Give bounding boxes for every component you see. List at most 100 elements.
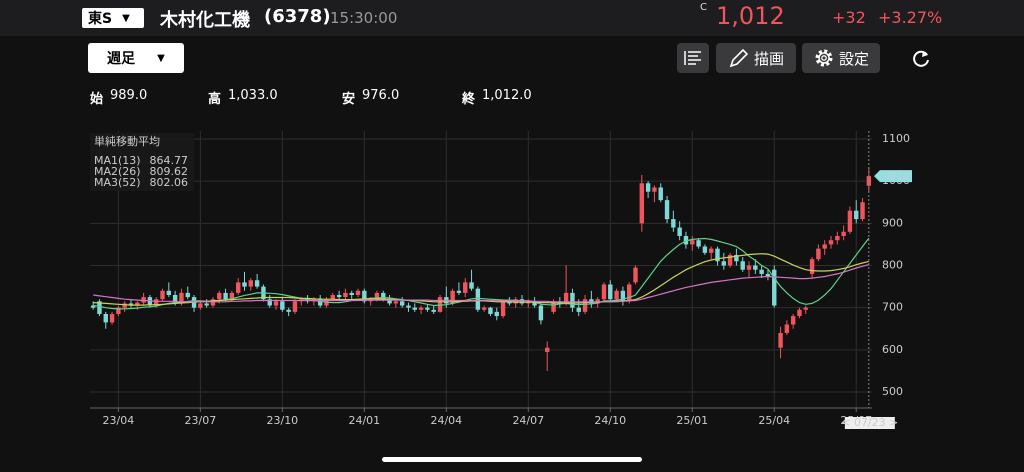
pen-icon [729, 48, 749, 68]
cursor-label: < 07/23 > [841, 416, 898, 429]
header-bar: 東S ▼ 木村化工機 (6378) 15:30:00 C 1,012 +32 +3… [0, 0, 1024, 36]
draw-button[interactable]: 描画 [716, 43, 796, 73]
candle-body [204, 303, 209, 306]
candle-body [381, 292, 386, 300]
ohlc-label: 高 [208, 92, 222, 107]
ma-line [93, 264, 869, 303]
candle-body [280, 301, 285, 310]
ohlc-value: 1,012.0 [482, 88, 532, 103]
candle-body [469, 282, 474, 289]
candle-body [860, 202, 865, 220]
candle-body [671, 219, 676, 228]
candle-body [135, 302, 140, 306]
legend-value: 802.06 [150, 176, 189, 189]
candle-body [128, 303, 134, 306]
candle-body [330, 295, 336, 300]
candle-body [450, 290, 455, 304]
list-icon [684, 51, 701, 65]
period: 週足 [107, 51, 136, 67]
x-tick-label: 25/01 [676, 414, 708, 427]
candle-body [179, 292, 184, 304]
candle-body [185, 292, 190, 298]
candle-body [633, 267, 638, 283]
legend-value: 809.62 [150, 165, 189, 178]
candle-body [576, 307, 581, 312]
candle-body [172, 295, 178, 304]
last-price-tag [874, 170, 912, 183]
candle-body [664, 200, 670, 220]
candle-body [639, 183, 645, 224]
last-price-label: 1012 [882, 169, 910, 182]
candle-body [343, 292, 348, 298]
candle-body [721, 261, 727, 266]
candle-body [154, 299, 159, 306]
home-indicator [382, 457, 642, 462]
candle-body [418, 307, 424, 310]
candle-body [362, 290, 367, 302]
period-select[interactable]: 週足 ▼ [88, 43, 184, 73]
candle-body [242, 282, 247, 287]
stock-name: 木村化工機 [160, 10, 250, 31]
candle-body [166, 290, 172, 296]
y-tick-label: 900 [882, 216, 903, 229]
settings-button[interactable]: 設定 [802, 43, 880, 73]
candle-body [393, 301, 399, 304]
candle-body [532, 301, 537, 306]
candle-body [286, 309, 291, 312]
candle-body [809, 259, 815, 274]
candle-body [217, 292, 222, 300]
legend-name: MA1(13) [94, 154, 141, 167]
candle-body [582, 299, 588, 312]
candle-body [412, 307, 417, 310]
y-tick-label: 1100 [882, 132, 910, 145]
candle-body [740, 261, 745, 270]
candle-body [349, 292, 354, 296]
candle-body [784, 324, 790, 333]
candle-body [702, 246, 708, 253]
x-tick-label: 23/07 [185, 414, 217, 427]
candle-body [816, 248, 821, 260]
candle-body [437, 297, 443, 312]
candle-body [475, 288, 481, 310]
refresh-button[interactable] [910, 48, 932, 70]
candle-body [463, 282, 468, 293]
legend-name: MA2(26) [94, 165, 141, 178]
candle-body [570, 292, 575, 308]
market-select[interactable]: 東S ▼ [82, 8, 144, 28]
price-flag: C [700, 2, 707, 13]
candle-body [456, 290, 462, 293]
candle-body [109, 313, 115, 323]
candle-body [141, 297, 146, 303]
change: +32 [832, 8, 866, 27]
legend-name: MA3(52) [94, 176, 141, 189]
candle-body [746, 265, 752, 270]
price: 1,012 [716, 2, 785, 30]
candle-body [797, 309, 802, 317]
candle-body [652, 187, 657, 192]
candle-body [273, 301, 279, 306]
candle-body [122, 303, 127, 308]
candle-body [614, 290, 619, 300]
gear-icon [815, 49, 833, 67]
candle-body [847, 210, 853, 232]
y-tick-label: 600 [882, 343, 903, 356]
x-tick-label: 24/10 [594, 414, 626, 427]
ohlc-value: 976.0 [362, 88, 400, 103]
candle-body [708, 248, 714, 253]
candle-body [551, 301, 556, 312]
candle-body [103, 313, 108, 323]
candle-body [481, 307, 487, 310]
candle-body [690, 240, 695, 245]
candle-body [254, 280, 260, 287]
candle-body [267, 299, 272, 306]
candle-body [677, 227, 682, 236]
candle-body [626, 284, 632, 302]
cursor-box [844, 417, 895, 429]
candle-body [431, 309, 436, 312]
y-tick-label: 700 [882, 301, 903, 314]
candle-body [116, 307, 121, 314]
indicator-button[interactable] [677, 43, 709, 73]
candle-body [759, 269, 764, 274]
legend-title: 単純移動平均 [94, 134, 160, 148]
candle-body [835, 235, 840, 241]
